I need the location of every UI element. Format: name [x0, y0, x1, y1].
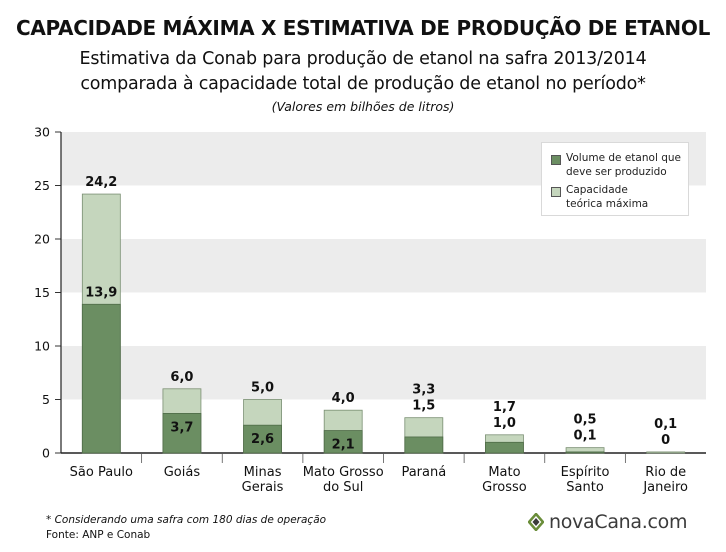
footnote: * Considerando uma safra com 180 dias de… — [46, 514, 327, 526]
data-label-capacity: 24,2 — [85, 175, 117, 190]
data-label-production: 2,6 — [251, 432, 274, 447]
chart-subtitle: Estimativa da Conab para produção de eta… — [0, 47, 726, 97]
x-tick-label: São Paulo — [70, 465, 133, 480]
data-label-capacity: 6,0 — [170, 370, 193, 385]
data-label-production: 0 — [661, 433, 670, 448]
source-note: Fonte: ANP e Conab — [46, 529, 151, 541]
unit-note: (Valores em bilhões de litros) — [271, 99, 455, 114]
grid-band — [61, 239, 706, 293]
y-tick-label: 5 — [42, 392, 50, 407]
x-tick-label: Janeiro — [642, 480, 688, 495]
bar-production — [243, 424, 282, 454]
bar-production — [565, 451, 605, 454]
y-tick-label: 0 — [42, 446, 50, 461]
y-tick-label: 20 — [34, 232, 50, 247]
legend-label-production: Volume de etanol que deve ser produzido — [566, 152, 681, 178]
chart-legend: Volume de etanol que deve ser produzido … — [541, 142, 689, 216]
chart-title: CAPACIDADE MÁXIMA X ESTIMATIVA DE PRODUÇ… — [15, 16, 711, 40]
bar-production — [81, 303, 121, 454]
x-tick-label: Santo — [566, 480, 604, 495]
x-tick-label: Gerais — [242, 480, 284, 495]
x-tick-label: Rio de — [645, 465, 686, 480]
x-tick-label: Minas — [244, 465, 282, 480]
data-label-capacity: 3,3 — [412, 383, 435, 398]
bar-production — [485, 441, 524, 454]
x-tick-label: Goiás — [164, 465, 201, 480]
x-tick-label: do Sul — [323, 480, 363, 495]
data-label-production: 1,0 — [493, 416, 516, 431]
y-tick-label: 25 — [34, 178, 50, 193]
data-label-production: 0,1 — [574, 429, 597, 444]
grid-band — [61, 346, 706, 400]
data-label-production: 2,1 — [332, 438, 355, 453]
x-tick-label: Mato — [488, 465, 520, 480]
bar-capacity — [646, 451, 686, 454]
subtitle-line-1: Estimativa da Conab para produção de eta… — [79, 49, 647, 69]
data-label-capacity: 0,5 — [574, 413, 597, 428]
x-tick-label: Grosso — [482, 480, 527, 495]
data-label-capacity: 4,0 — [332, 391, 355, 406]
x-tick-label: Paraná — [401, 465, 446, 480]
data-label-production: 13,9 — [85, 285, 117, 300]
bar-production — [404, 436, 444, 454]
brand-logo: novaCana.com — [528, 509, 687, 535]
data-label-capacity: 1,7 — [493, 400, 516, 415]
legend-label-capacity: Capacidade teórica máxima — [566, 184, 649, 210]
y-tick-label: 10 — [34, 339, 50, 354]
x-tick-label: Espírito — [561, 465, 610, 480]
bar-production — [162, 413, 202, 454]
subtitle-line-2: comparada à capacidade total de produção… — [80, 74, 646, 94]
diamond-logo-icon — [528, 513, 544, 531]
data-label-production: 1,5 — [412, 399, 435, 414]
legend-swatch-capacity — [551, 187, 561, 197]
bar-production — [323, 430, 363, 454]
logo-text: novaCana.com — [549, 511, 688, 533]
data-label-capacity: 0,1 — [654, 417, 677, 432]
legend-swatch-production — [551, 155, 561, 165]
y-tick-label: 15 — [34, 285, 50, 300]
x-tick-label: Mato Grosso — [303, 465, 384, 480]
data-label-capacity: 5,0 — [251, 381, 274, 396]
y-tick-label: 30 — [34, 125, 50, 140]
data-label-production: 3,7 — [170, 420, 193, 435]
